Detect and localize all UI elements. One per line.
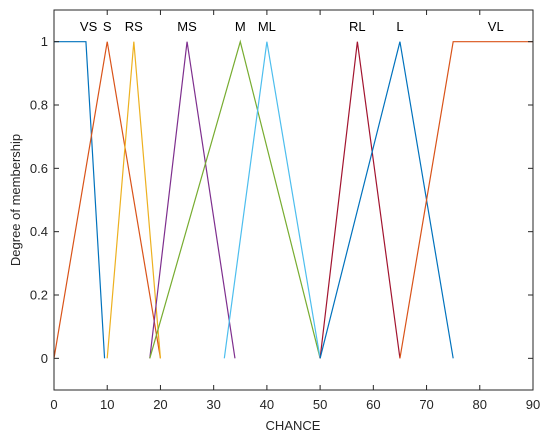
y-tick-label: 0.4 bbox=[30, 224, 48, 239]
mf-label-s: S bbox=[103, 19, 112, 34]
y-tick-label: 1 bbox=[41, 34, 48, 49]
y-tick-label: 0.6 bbox=[30, 161, 48, 176]
x-tick-label: 60 bbox=[366, 397, 380, 412]
series-line-ml bbox=[223, 41, 321, 359]
y-axis-label: Degree of membership bbox=[8, 134, 23, 266]
mf-label-l: L bbox=[396, 19, 403, 34]
mf-labels-layer: VS S RS MS M ML RL L VL bbox=[80, 19, 504, 34]
x-tick-label: 20 bbox=[153, 397, 167, 412]
y-tick-label: 0.8 bbox=[30, 98, 48, 113]
series-line-ms bbox=[149, 41, 236, 359]
y-tick-label: 0 bbox=[41, 351, 48, 366]
mf-label-m: M bbox=[235, 19, 246, 34]
series-line-vs bbox=[54, 41, 106, 359]
plot-frame bbox=[53, 9, 534, 391]
x-axis-label: CHANCE bbox=[266, 418, 321, 433]
x-tick-label: 80 bbox=[473, 397, 487, 412]
mf-label-vl: VL bbox=[488, 19, 504, 34]
series-line-l bbox=[319, 41, 454, 359]
series-line-rl bbox=[319, 41, 401, 359]
x-tick-label: 0 bbox=[50, 397, 57, 412]
series-line-rs bbox=[106, 41, 162, 359]
series-line-s bbox=[53, 41, 162, 359]
x-tick-label: 10 bbox=[100, 397, 114, 412]
x-tick-label: 40 bbox=[260, 397, 274, 412]
mf-label-vs: VS bbox=[80, 19, 98, 34]
y-tick-label: 0.2 bbox=[30, 288, 48, 303]
x-ticks: 0 10 20 30 40 50 60 70 80 90 bbox=[50, 10, 540, 412]
y-ticks: 0 0.2 0.4 0.6 0.8 1 bbox=[30, 34, 533, 366]
x-tick-label: 90 bbox=[526, 397, 540, 412]
mf-label-rl: RL bbox=[349, 19, 366, 34]
x-tick-label: 30 bbox=[206, 397, 220, 412]
x-tick-label: 50 bbox=[313, 397, 327, 412]
mf-label-ms: MS bbox=[177, 19, 197, 34]
mf-label-ml: ML bbox=[258, 19, 276, 34]
series-layer bbox=[53, 39, 533, 359]
mf-label-rs: RS bbox=[125, 19, 143, 34]
series-line-vl bbox=[399, 41, 533, 359]
series-line-m bbox=[149, 39, 321, 359]
x-tick-label: 70 bbox=[419, 397, 433, 412]
